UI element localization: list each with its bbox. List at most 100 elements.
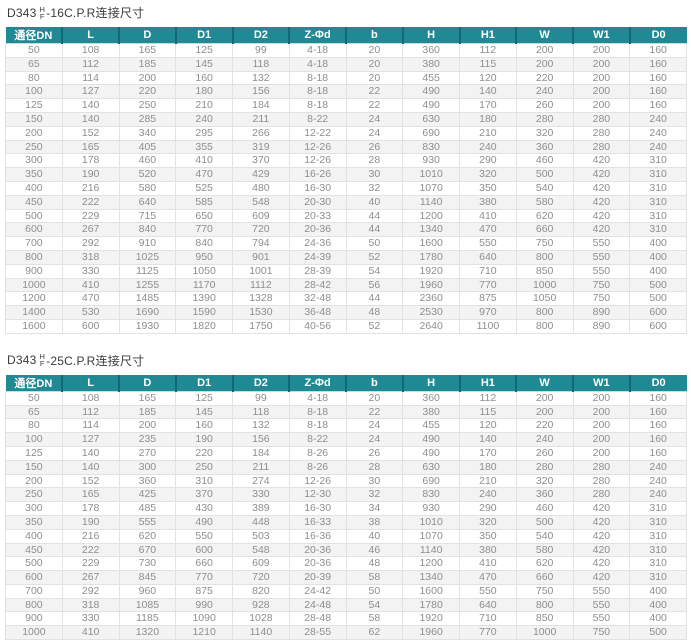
table-cell: 8-22 [288, 111, 347, 127]
table-cell: 50 [5, 43, 63, 58]
table-cell: 160 [629, 432, 687, 447]
table-cell: 1780 [402, 249, 460, 265]
table-cell: 420 [572, 208, 631, 224]
table-cell: 410 [61, 277, 120, 293]
table-cell: 240 [629, 139, 687, 155]
table-cell: 211 [232, 459, 290, 475]
table-cell: 660 [515, 222, 574, 238]
table-cell: 160 [629, 70, 687, 86]
table-cell: 310 [629, 542, 687, 558]
table-cell: 127 [61, 84, 120, 100]
table-cell: 125 [5, 98, 63, 113]
table-cell: 320 [459, 514, 517, 530]
table-cell: 580 [515, 194, 574, 210]
table-cell: 1210 [175, 625, 233, 640]
table-cell: 660 [175, 556, 233, 572]
table-cell: 220 [515, 418, 574, 434]
table-cell: 1010 [402, 514, 460, 530]
table-row: 125 140 270 220 184 8-26 26 490 170 260 200 160 [5, 445, 687, 461]
table-cell: 50 [345, 583, 404, 599]
table-cell: 1390 [175, 291, 233, 307]
table-cell: 350 [5, 167, 63, 182]
column-header: b [346, 27, 404, 44]
table-cell: 350 [459, 528, 517, 544]
table-row: 800 318 1025 950 901 24-39 52 1780 640 800 550 400 [5, 249, 687, 265]
table-row: 200 152 360 310 274 12-26 30 690 210 320 280 240 [5, 473, 687, 489]
table-cell: 12-26 [288, 153, 347, 169]
column-header: L [62, 27, 120, 44]
table-cell: 120 [459, 418, 517, 434]
table-cell: 690 [402, 125, 460, 141]
table-cell: 910 [118, 236, 177, 251]
table-cell: 12-22 [288, 125, 347, 141]
table-row: 200 152 340 295 266 12-22 24 690 210 320 280 240 [5, 125, 687, 141]
table-cell: 26 [345, 445, 404, 461]
column-header: H1 [459, 374, 518, 392]
table-cell: 160 [629, 404, 687, 420]
table-cell: 1090 [175, 611, 233, 627]
table-cell: 420 [572, 514, 631, 530]
table-cell: 112 [61, 56, 120, 72]
table-cell: 32-48 [288, 291, 347, 307]
table-cell: 32 [345, 487, 404, 503]
table-cell: 156 [232, 432, 290, 447]
table-cell: 420 [572, 153, 631, 169]
table-cell: 160 [629, 43, 687, 58]
table-cell: 8-22 [288, 432, 347, 447]
table-cell: 820 [232, 583, 290, 599]
table-cell: 310 [629, 570, 687, 585]
table-cell: 24 [345, 125, 404, 141]
table-cell: 48 [345, 305, 404, 320]
table-cell: 30 [345, 473, 404, 489]
table-cell: 22 [345, 98, 404, 113]
table-cell: 240 [629, 459, 687, 475]
table-row: 350 190 555 490 448 16-33 38 1010 320 500 420 310 [5, 514, 687, 530]
fraction-bottom: F [39, 359, 45, 369]
table-cell: 1340 [402, 570, 460, 585]
table-row: 500 229 730 660 609 20-36 48 1200 410 620 420 310 [5, 556, 687, 572]
table-cell: 112 [459, 43, 517, 58]
table-cell: 140 [61, 459, 120, 475]
table-cell: 380 [459, 194, 517, 210]
table-cell: 220 [118, 84, 177, 100]
table-cell: 600 [5, 570, 63, 585]
table-cell: 140 [459, 84, 517, 100]
table-cell: 500 [515, 514, 574, 530]
table-cell: 480 [232, 180, 290, 196]
table-cell: 40 [345, 528, 404, 544]
table-cell: 875 [459, 291, 517, 307]
table-cell: 1255 [118, 277, 177, 293]
table-cell: 8-18 [288, 84, 347, 100]
table-cell: 145 [175, 56, 233, 72]
table-row: 250 165 405 355 319 12-26 26 830 240 360 280 240 [5, 139, 687, 155]
table-cell: 24 [345, 111, 404, 127]
table-cell: 400 [5, 180, 63, 196]
table-cell: 970 [459, 305, 517, 320]
table-cell: 115 [459, 404, 517, 420]
table-cell: 320 [459, 167, 517, 182]
table-cell: 750 [572, 291, 631, 307]
table-row: 65 112 185 145 118 8-18 22 380 115 200 200 160 [5, 404, 687, 420]
table-cell: 280 [572, 125, 631, 141]
table-cell: 410 [61, 625, 120, 640]
table-cell: 609 [232, 556, 290, 572]
table-cell: 1200 [402, 556, 460, 572]
table-cell: 470 [175, 167, 233, 182]
table-cell: 38 [345, 514, 404, 530]
table-cell: 12-26 [288, 139, 347, 155]
table-cell: 20-39 [288, 570, 347, 585]
table-cell: 118 [232, 404, 290, 420]
table-cell: 180 [175, 84, 233, 100]
table-cell: 292 [61, 236, 120, 251]
table-cell: 12-30 [288, 487, 347, 503]
table-cell: 490 [175, 514, 233, 530]
table-cell: 216 [61, 180, 120, 196]
table-cell: 1170 [175, 277, 233, 293]
table-row: 100 127 220 180 156 8-18 22 490 140 240 200 160 [5, 84, 687, 100]
table-cell: 310 [629, 208, 687, 224]
table-row: 1400 530 1690 1590 1530 36-48 48 2530 970 800 890 6… [5, 305, 687, 320]
table-cell: 500 [5, 208, 63, 224]
table-cell: 800 [515, 597, 574, 613]
table-cell: 20 [345, 43, 404, 58]
table-cell: 770 [459, 277, 517, 293]
